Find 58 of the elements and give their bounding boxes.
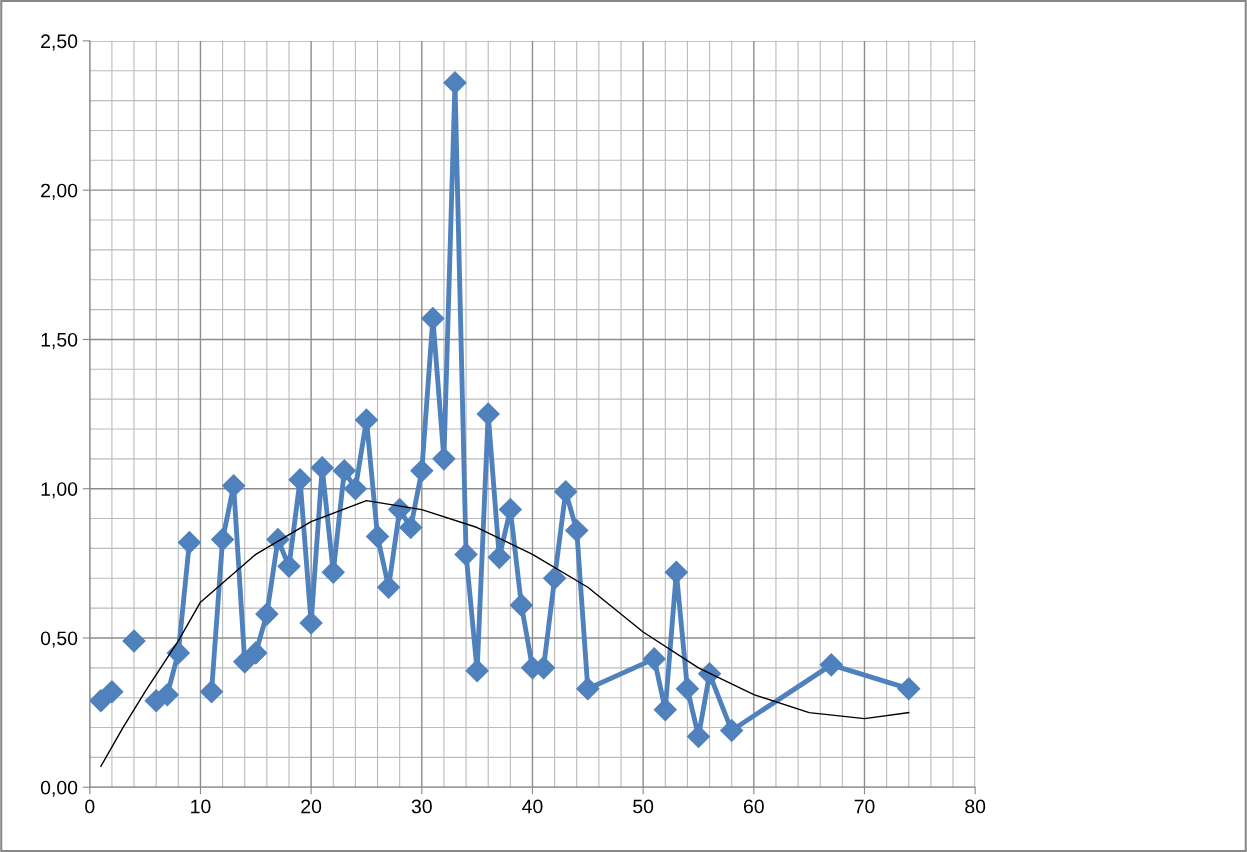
point	[388, 498, 412, 522]
point	[122, 629, 146, 653]
point	[443, 71, 467, 95]
point	[366, 524, 390, 548]
point	[244, 641, 268, 665]
point	[498, 498, 522, 522]
point	[211, 527, 235, 551]
point	[310, 456, 334, 480]
point	[432, 447, 456, 471]
point	[299, 611, 323, 635]
point	[288, 468, 312, 492]
x-tick-label: 0	[85, 799, 95, 814]
point	[200, 680, 224, 704]
point	[565, 519, 589, 543]
point	[177, 530, 201, 554]
point	[255, 602, 279, 626]
point	[343, 477, 367, 501]
point	[454, 542, 478, 566]
point	[509, 593, 533, 617]
point	[421, 307, 445, 331]
point	[675, 677, 699, 701]
point	[720, 719, 744, 743]
point	[698, 662, 722, 686]
point	[155, 683, 179, 707]
x-tick-label: 70	[854, 799, 875, 814]
y-tick-label: 0,50	[40, 631, 78, 648]
point	[487, 545, 511, 569]
point	[819, 653, 843, 677]
point	[554, 480, 578, 504]
point	[100, 680, 124, 704]
x-tick-label: 30	[411, 799, 432, 814]
y-tick-label: 2,50	[41, 34, 78, 51]
point	[222, 474, 246, 498]
y-tick-label: 2,00	[41, 183, 78, 200]
x-tick-label: 60	[743, 799, 764, 814]
x-tick-label: 20	[301, 799, 322, 814]
point	[543, 566, 567, 590]
x-tick-label: 40	[522, 799, 543, 814]
x-tick-label: 10	[191, 799, 211, 814]
y-tick-label: 1,50	[41, 332, 78, 349]
y-tick-label: 1,00	[41, 482, 78, 499]
point	[664, 560, 688, 584]
point	[642, 647, 666, 671]
point	[321, 560, 345, 584]
x-tick-label: 80	[965, 799, 986, 814]
point	[465, 659, 489, 683]
x-tick-label: 50	[633, 799, 654, 814]
point	[332, 459, 356, 483]
point	[277, 554, 301, 578]
y-tick-label: 0,00	[40, 780, 78, 797]
point	[576, 677, 600, 701]
point	[897, 677, 921, 701]
point	[653, 698, 677, 722]
point	[354, 408, 378, 432]
point	[476, 402, 500, 426]
point	[166, 641, 190, 665]
point	[410, 459, 434, 483]
point	[399, 516, 423, 540]
